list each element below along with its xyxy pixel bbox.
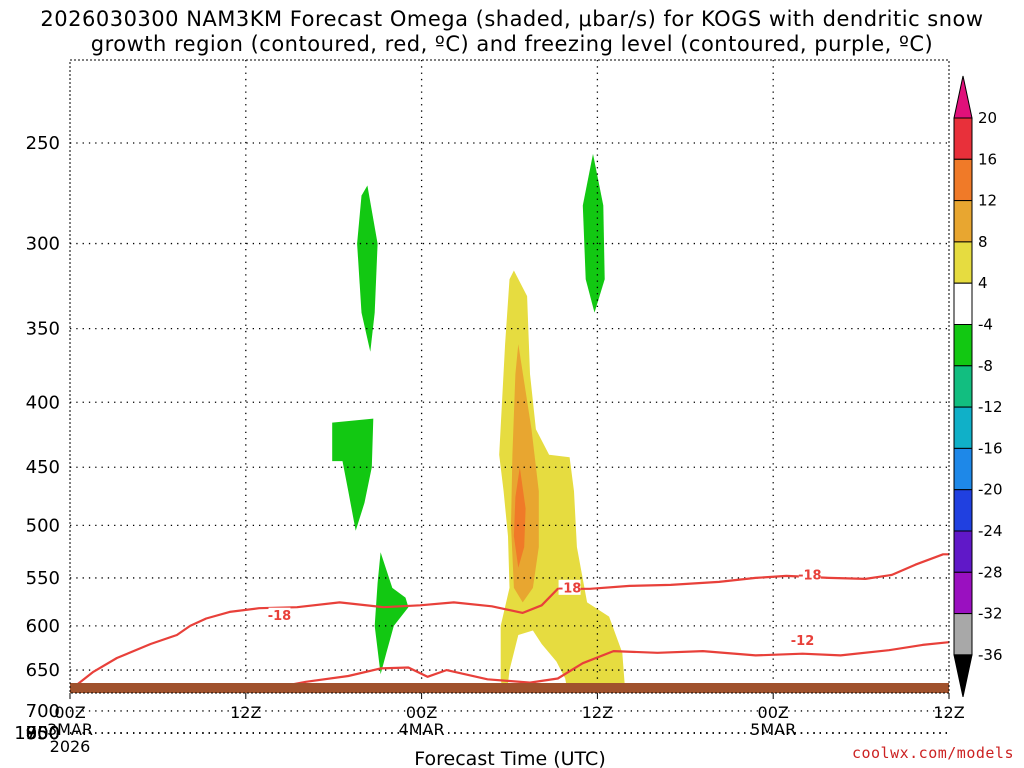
colorbar-band xyxy=(953,613,973,656)
colorbar-band xyxy=(953,324,973,367)
y-tick-label: 650 xyxy=(26,660,60,681)
x-tick-label: 5MAR xyxy=(750,720,796,739)
y-tick-label: 850 xyxy=(26,723,60,744)
colorbar-label: -16 xyxy=(978,439,1003,457)
omega-region-2 xyxy=(332,418,374,531)
colorbar-label: 20 xyxy=(978,109,997,127)
colorbar-label: -8 xyxy=(978,357,993,375)
colorbar-band xyxy=(953,117,973,160)
colorbar-band xyxy=(953,365,973,408)
colorbar-band xyxy=(953,282,973,326)
colorbar-label: -12 xyxy=(978,398,1003,416)
y-tick-label: 250 xyxy=(26,133,60,154)
terrain-bar xyxy=(70,683,949,693)
colorbar-label: -20 xyxy=(978,481,1003,499)
chart-title-line1: 2026030300 NAM3KM Forecast Omega (shaded… xyxy=(40,7,984,31)
y-tick-label: 600 xyxy=(26,616,60,637)
dgz-contour-label: -12 xyxy=(791,634,815,649)
x-tick-label: 4MAR xyxy=(399,720,445,739)
y-tick-label: 450 xyxy=(26,457,60,478)
y-tick-label: 750 xyxy=(26,723,60,744)
omega-region-3 xyxy=(374,552,409,675)
x-tick-label: 3MAR xyxy=(47,720,93,739)
colorbar-band xyxy=(953,241,973,284)
x-tick-label: 2026 xyxy=(50,737,91,756)
y-tick-label: 900 xyxy=(26,723,60,744)
colorbar-band xyxy=(953,530,973,573)
dgz-contour-label-bg xyxy=(798,566,821,582)
dgz-contour-label: -18 xyxy=(558,581,582,596)
omega-region-1 xyxy=(357,185,378,352)
omega-region-4 xyxy=(582,153,605,313)
dgz-contour-label-bg xyxy=(558,579,581,595)
dgz-contour-label: -12 xyxy=(200,718,224,733)
x-tick-label: 12Z xyxy=(933,703,964,722)
y-tick-label: 400 xyxy=(26,392,60,413)
x-tick-label: 12Z xyxy=(230,703,261,722)
colorbar-label: 4 xyxy=(978,274,988,292)
x-axis-label: Forecast Time (UTC) xyxy=(414,748,605,768)
colorbar-label: -24 xyxy=(978,522,1003,540)
colorbar-label: -28 xyxy=(978,563,1003,581)
dgz-contour-line-2 xyxy=(270,641,949,693)
y-tick-label: 500 xyxy=(26,515,60,536)
dgz-contour-label-bg xyxy=(791,632,814,648)
y-tick-label: 700 xyxy=(26,701,60,722)
freezing-level-contour-label: 0 xyxy=(805,727,814,742)
y-tick-label: 800 xyxy=(26,723,60,744)
y-tick-label: 350 xyxy=(26,319,60,340)
colorbar-band xyxy=(953,571,973,615)
colorbar-bottom-triangle xyxy=(953,654,973,698)
y-tick-label: 950 xyxy=(26,723,60,744)
omega-region-9 xyxy=(513,467,526,568)
y-tick-label: 300 xyxy=(26,234,60,255)
colorbar-top-triangle xyxy=(953,75,973,119)
dgz-contour-label-bg xyxy=(201,717,223,732)
colorbar-label: 12 xyxy=(978,192,997,210)
x-tick-label: 00Z xyxy=(54,703,85,722)
x-tick-label: 00Z xyxy=(758,703,789,722)
freezing-level-contour-label: 0 xyxy=(461,727,470,742)
x-tick-label: 00Z xyxy=(406,703,437,722)
y-tick-label: 1000 xyxy=(14,723,60,744)
x-tick-label: 12Z xyxy=(582,703,613,722)
colorbar-label: 16 xyxy=(978,150,997,168)
y-tick-label: 550 xyxy=(26,568,60,589)
colorbar-label: -4 xyxy=(978,316,993,334)
colorbar-label: 8 xyxy=(978,233,988,251)
colorbar-band xyxy=(953,200,973,243)
dgz-contour-line-1 xyxy=(70,553,949,691)
dgz-contour-label: -18 xyxy=(268,609,292,624)
colorbar-label: -36 xyxy=(978,646,1003,664)
credit-text: coolwx.com/models xyxy=(851,744,1014,762)
dgz-contour-label: -18 xyxy=(798,568,822,583)
colorbar-band xyxy=(953,406,973,449)
colorbar-label: -32 xyxy=(978,605,1003,623)
freezing-level-contour-label-bg xyxy=(799,725,821,740)
colorbar-band xyxy=(953,489,973,532)
dgz-contour-label-bg xyxy=(268,607,291,623)
colorbar-band xyxy=(953,158,973,202)
colorbar-band xyxy=(953,447,973,491)
chart-title-line2: growth region (contoured, red, ºC) and f… xyxy=(90,32,934,56)
